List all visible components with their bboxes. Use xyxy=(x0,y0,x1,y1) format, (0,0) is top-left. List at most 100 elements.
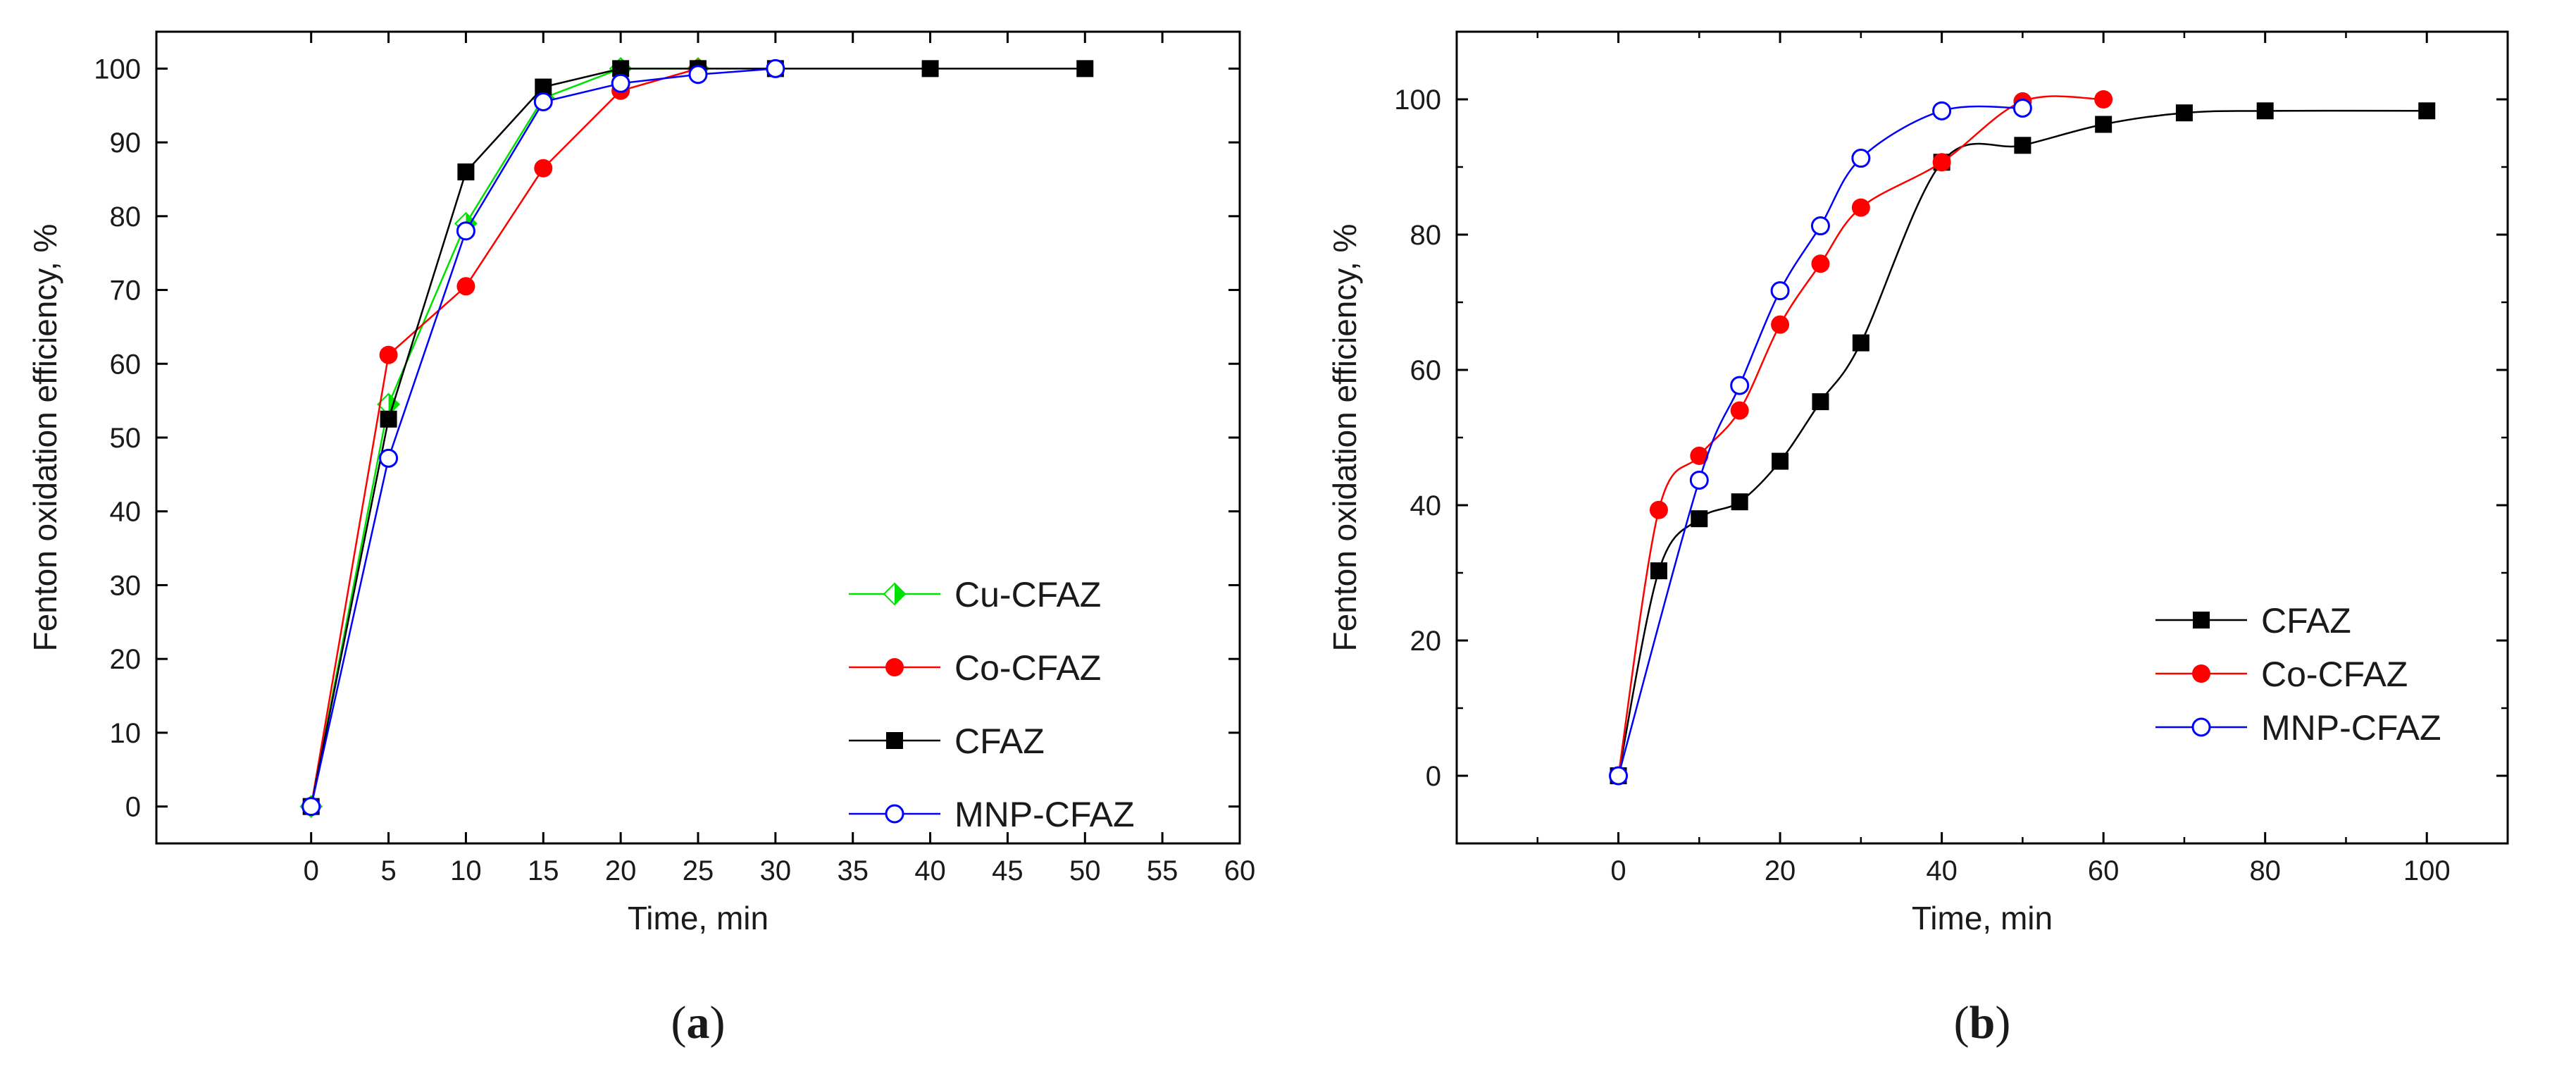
series-cfaz xyxy=(302,60,1094,815)
chart-panel-b: 0 20 40 60 80 100 0 20 40 60 80 100 Time, min Fenton … xyxy=(1326,30,2509,1048)
y-tick-label: 50 xyxy=(110,423,142,454)
data-point xyxy=(1810,216,1830,236)
panel-label-close: ) xyxy=(710,997,726,1048)
legend-item-cfaz: CFAZ xyxy=(849,722,1045,761)
chart-panel-a: 0 5 10 15 20 25 30 35 40 45 50 55 60 0 10 20 30 40 50 60 70 8… xyxy=(27,30,1256,1048)
legend-marker xyxy=(2191,717,2211,737)
data-point xyxy=(457,163,475,180)
panel-label-open: ( xyxy=(1954,997,1970,1048)
legend-label: MNP-CFAZ xyxy=(2261,708,2441,748)
data-point xyxy=(379,345,398,364)
y-tick-label: 0 xyxy=(1426,761,1441,792)
data-point xyxy=(2014,137,2031,154)
x-tick-label: 60 xyxy=(1224,855,1256,886)
panel-label-letter: a xyxy=(687,997,710,1048)
x-tick-label: 20 xyxy=(1765,855,1796,886)
legend-item-co-cfaz: Co-CFAZ xyxy=(2155,655,2408,694)
legend-label: MNP-CFAZ xyxy=(954,795,1135,834)
y-tick-label: 10 xyxy=(110,718,142,749)
x-tick-label: 35 xyxy=(837,855,869,886)
data-point xyxy=(1812,393,1829,411)
series-co-cfaz xyxy=(1609,90,2113,785)
x-tick-label: 45 xyxy=(992,855,1023,886)
legend: CFAZ Co-CFAZ MNP-CFAZ xyxy=(2155,601,2441,748)
data-point xyxy=(1650,562,1667,580)
series-line xyxy=(1617,95,2104,776)
data-point xyxy=(533,92,553,111)
legend-item-co-cfaz: Co-CFAZ xyxy=(849,648,1101,688)
panel-label: (b) xyxy=(1954,997,2011,1048)
x-tick-label: 30 xyxy=(760,855,792,886)
data-point xyxy=(301,797,321,817)
x-tick-label: 100 xyxy=(2403,855,2451,886)
legend-label: Co-CFAZ xyxy=(2261,655,2408,694)
legend-item-mnp-cfaz: MNP-CFAZ xyxy=(2155,708,2441,748)
data-point xyxy=(1730,401,1749,420)
panel-label-close: ) xyxy=(1995,997,2010,1048)
data-point xyxy=(1690,446,1709,465)
data-point xyxy=(2012,98,2032,118)
data-point xyxy=(456,221,475,241)
data-point xyxy=(1932,153,1951,172)
data-point xyxy=(456,277,475,296)
y-tick-label: 80 xyxy=(110,202,142,233)
data-point xyxy=(766,58,785,78)
legend-label: CFAZ xyxy=(2261,601,2351,640)
data-point xyxy=(1851,198,1870,217)
y-tick-label: 60 xyxy=(1410,355,1442,386)
legend-item-cu-cfaz: Cu-CFAZ xyxy=(849,575,1101,614)
data-point xyxy=(2094,90,2113,109)
x-tick-label: 15 xyxy=(528,855,559,886)
legend-marker xyxy=(885,658,904,676)
y-tick-label: 20 xyxy=(1410,626,1442,657)
legend-item-cfaz: CFAZ xyxy=(2155,601,2351,640)
y-tick-label: 0 xyxy=(125,792,141,823)
series-line xyxy=(1617,105,2023,776)
x-axis-label: Time, min xyxy=(1912,900,2053,936)
y-tick-label: 90 xyxy=(110,128,142,159)
y-tick-label: 100 xyxy=(94,54,141,85)
data-point xyxy=(379,448,399,468)
legend: Cu-CFAZ Co-CFAZ CFAZ MNP-CFAZ xyxy=(849,575,1135,834)
legend-marker xyxy=(2192,664,2210,683)
x-tick-label: 40 xyxy=(1926,855,1958,886)
data-point xyxy=(611,73,630,93)
x-tick-label: 25 xyxy=(683,855,714,886)
series-mnp-cfaz xyxy=(1609,98,2032,786)
series-line xyxy=(310,68,698,807)
x-tick-label: 50 xyxy=(1069,855,1101,886)
data-point xyxy=(688,65,708,85)
data-point xyxy=(1649,500,1668,519)
y-tick-label: 20 xyxy=(110,644,142,675)
series-mnp-cfaz xyxy=(301,58,785,817)
data-point xyxy=(1932,101,1952,120)
panel-label: (a) xyxy=(671,997,726,1048)
data-point xyxy=(1609,766,1629,786)
plot-frame xyxy=(155,30,1241,845)
legend-label: CFAZ xyxy=(954,722,1045,761)
x-tick-label: 0 xyxy=(1610,855,1626,886)
data-point xyxy=(2175,104,2193,122)
data-point xyxy=(534,159,553,178)
data-point xyxy=(380,410,397,428)
data-point xyxy=(1772,452,1789,470)
legend-marker xyxy=(885,804,904,824)
x-tick-label: 0 xyxy=(304,855,319,886)
data-point xyxy=(2256,102,2274,120)
data-point xyxy=(1076,60,1094,78)
data-point xyxy=(1852,334,1869,352)
y-axis-label: Fenton oxidation efficiency, % xyxy=(1326,224,1363,652)
data-point xyxy=(2095,116,2113,133)
data-point xyxy=(921,60,939,78)
legend-marker xyxy=(886,732,903,749)
legend-label: Cu-CFAZ xyxy=(954,575,1101,614)
y-tick-label: 30 xyxy=(110,570,142,601)
series-co-cfaz xyxy=(301,59,707,816)
y-axis-label: Fenton oxidation efficiency, % xyxy=(27,224,63,652)
x-axis-label: Time, min xyxy=(628,900,769,936)
data-point xyxy=(1730,376,1750,395)
series-line xyxy=(310,68,699,807)
y-tick-label: 40 xyxy=(110,497,142,528)
data-point xyxy=(1770,281,1790,301)
